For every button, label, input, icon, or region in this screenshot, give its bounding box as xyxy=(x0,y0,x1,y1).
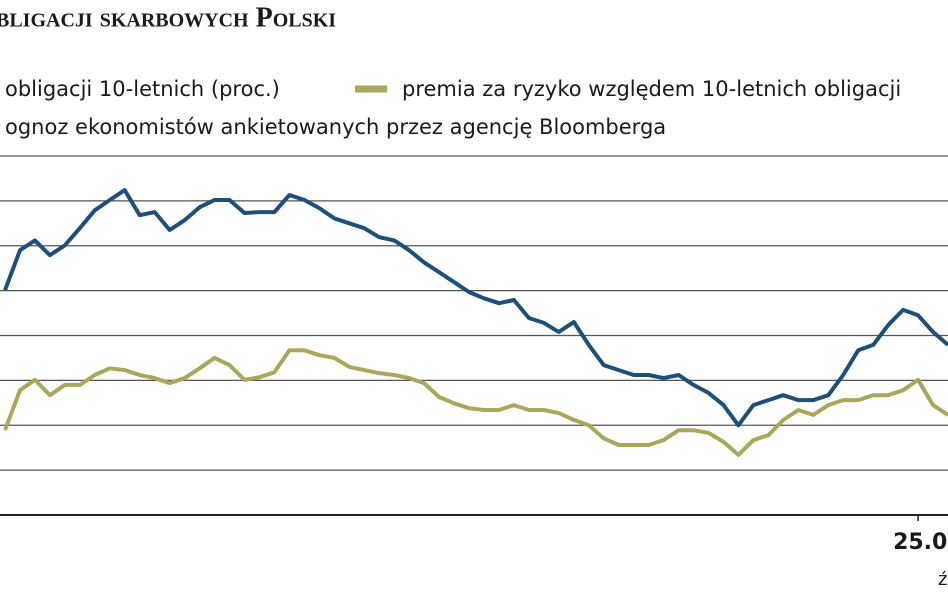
x-tick-label: 25.0 xyxy=(893,530,947,555)
series-line xyxy=(3,188,948,428)
legend-label: premia za ryzyko względem 10-letnich obl… xyxy=(402,77,901,101)
legend-label: obligacji 10-letnich (proc.) xyxy=(5,77,280,101)
source: ź xyxy=(938,569,947,590)
chart-title: bligacji skarbowych Polski xyxy=(0,2,336,33)
chart-subtitle: ognoz ekonomistów ankietowanych przez ag… xyxy=(5,115,666,139)
series-line xyxy=(3,348,948,457)
